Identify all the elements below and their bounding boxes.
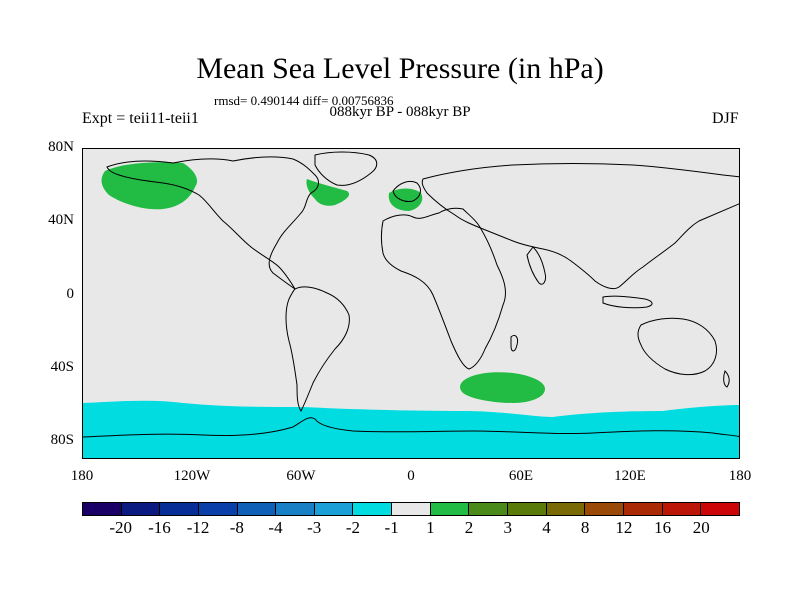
lon-label-120e: 120E	[614, 468, 646, 484]
colorbar-label: 16	[654, 518, 672, 537]
colorbar-label: 4	[542, 518, 551, 537]
lat-label-40s: 40S	[50, 359, 74, 375]
colorbar-label: -12	[186, 518, 210, 537]
period-text: 088kyr BP - 088kyr BP	[329, 104, 471, 120]
lat-label-80n: 80N	[48, 139, 74, 155]
map-panel	[82, 148, 740, 459]
madagascar-coast	[510, 334, 518, 352]
colorbar	[82, 502, 740, 516]
southern-ocean-anomaly	[83, 400, 739, 458]
coastlines	[83, 151, 739, 438]
colorbar-box	[276, 503, 315, 515]
colorbar-box	[508, 503, 547, 515]
season-label: DJF	[712, 110, 739, 127]
lon-label-180w: 180	[70, 468, 94, 484]
colorbar-label: -20	[109, 518, 133, 537]
antarctica-coast	[83, 417, 739, 438]
australia-coast	[637, 317, 718, 376]
colorbar-box	[701, 503, 739, 515]
south-america-coast	[285, 286, 350, 412]
colorbar-label: 8	[580, 518, 590, 537]
colorbar-box	[198, 503, 238, 515]
colorbar-label: -16	[148, 518, 171, 537]
europe-anomaly	[388, 188, 423, 211]
colorbar-label: -8	[229, 518, 244, 537]
colorbar-label: -2	[345, 518, 361, 537]
colorbar-label: -3	[307, 518, 322, 537]
colorbar-box	[546, 503, 586, 515]
lon-label-60e: 60E	[508, 468, 534, 484]
indonesia-coast	[602, 295, 653, 309]
colorbar-box	[160, 503, 199, 515]
colorbar-box	[121, 503, 161, 515]
colorbar-box	[623, 503, 663, 515]
lon-label-120w: 120W	[173, 468, 211, 484]
north-america-coast	[106, 156, 319, 290]
north-pacific-anomaly	[101, 162, 198, 210]
experiment-label: Expt = teii11-teii1	[82, 110, 199, 127]
southern-indian-anomaly	[460, 372, 545, 403]
colorbar-label: 20	[692, 518, 710, 537]
lat-label-40n: 40N	[48, 212, 74, 228]
colorbar-box	[392, 503, 431, 515]
africa-europe-coast	[381, 207, 506, 370]
colorbar-label: 2	[464, 518, 474, 537]
colorbar-box	[662, 503, 702, 515]
colorbar-box	[83, 503, 122, 515]
lon-label-180e: 180	[728, 468, 752, 484]
new-zealand-coast	[723, 370, 730, 388]
colorbar-label: 1	[426, 518, 435, 537]
world-map	[83, 151, 739, 458]
colorbar-label: 3	[503, 518, 513, 537]
asia-coast	[421, 163, 739, 290]
map-title: Mean Sea Level Pressure (in hPa)	[196, 52, 604, 85]
lon-label-0: 0	[407, 468, 415, 484]
colorbar-box	[430, 503, 470, 515]
scandinavia-coast	[392, 180, 421, 202]
lon-label-60w: 60W	[286, 468, 316, 484]
colorbar-label: -4	[268, 518, 283, 537]
stats-text: rmsd= 0.490144 diff= 0.00756836	[214, 93, 394, 108]
colorbar-box	[314, 503, 354, 515]
greenland-coast	[314, 151, 378, 186]
colorbar-box	[237, 503, 277, 515]
lat-label-80s: 80S	[50, 432, 74, 448]
lat-label-0: 0	[66, 286, 75, 302]
positive-anomaly-regions	[101, 162, 545, 403]
north-atlantic-anomaly	[306, 179, 350, 206]
colorbar-box	[353, 503, 393, 515]
colorbar-label: 12	[615, 518, 633, 537]
colorbar-label: -1	[384, 518, 399, 537]
india-coast	[526, 246, 546, 285]
colorbar-box	[585, 503, 624, 515]
colorbar-box	[469, 503, 509, 515]
